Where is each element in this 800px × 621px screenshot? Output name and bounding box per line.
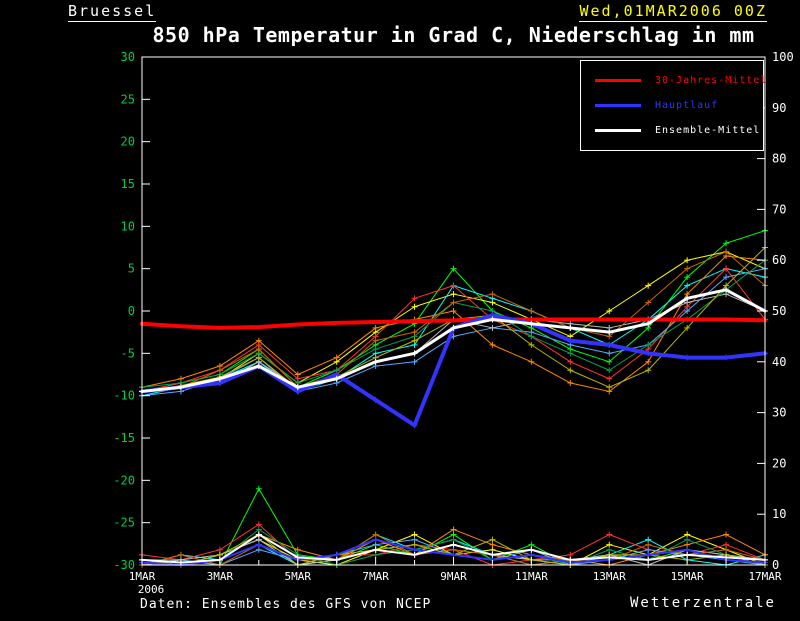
precip-axis-label: 70 [772, 202, 786, 216]
legend-line-swatch [595, 129, 641, 132]
precip-axis-label: 20 [772, 456, 786, 470]
date-axis-label: 15MAR [671, 570, 704, 583]
temp-axis-label: -25 [113, 516, 135, 530]
legend-row-1: Hauptlauf [581, 93, 763, 118]
precip-axis-label: 0 [772, 558, 779, 572]
precip-axis-label: 100 [772, 50, 794, 64]
legend-label: Hauptlauf [655, 100, 719, 111]
precip-axis-label: 50 [772, 304, 786, 318]
date-axis-label: 11MAR [515, 570, 548, 583]
temp-axis-label: -20 [113, 473, 135, 487]
temp-axis-label: 10 [121, 219, 135, 233]
legend-line-swatch [595, 79, 641, 82]
series-line-temp-30-Jahres-Mittel [140, 317, 767, 330]
date-axis-label: 7MAR [362, 570, 389, 583]
precip-axis-label: 40 [772, 355, 786, 369]
temp-axis-label: -5 [121, 346, 135, 360]
legend: 30-Jahres-Mittel Hauptlauf Ensemble-Mittel [580, 60, 766, 151]
date-axis-label: 5MAR [285, 570, 312, 583]
date-axis-label: 13MAR [593, 570, 626, 583]
temp-axis-label: 0 [128, 304, 135, 318]
precip-axis-label: 90 [772, 101, 786, 115]
temp-axis-label: 25 [121, 92, 135, 106]
date-axis-label: 3MAR [207, 570, 234, 583]
precip-axis-label: 80 [772, 152, 786, 166]
date-axis-label: 17MAR [748, 570, 781, 583]
temp-axis-label: 20 [121, 135, 135, 149]
run-datetime: Wed,01MAR2006 00Z [579, 2, 767, 22]
temp-axis-label: -10 [113, 389, 135, 403]
station-name: Bruessel [68, 2, 157, 22]
temp-axis-label: 5 [128, 262, 135, 276]
date-axis-label: 9MAR [440, 570, 467, 583]
precip-axis-label: 60 [772, 253, 786, 267]
legend-label: Ensemble-Mittel [655, 125, 761, 136]
temp-axis-label: -30 [113, 558, 135, 572]
date-axis-label: 1MAR [129, 570, 156, 583]
legend-row-2: Ensemble-Mittel [581, 118, 763, 143]
legend-row-0: 30-Jahres-Mittel [581, 68, 766, 93]
brand-text: Wetterzentrale [629, 595, 776, 611]
chart-title: 850 hPa Temperatur in Grad C, Niederschl… [152, 23, 755, 47]
year-label: 2006 [138, 583, 165, 596]
legend-label: 30-Jahres-Mittel [655, 75, 768, 86]
temp-axis-label: 30 [121, 50, 135, 64]
temp-axis-label: 15 [121, 177, 135, 191]
temp-axis-label: -15 [113, 431, 135, 445]
precip-axis-label: 30 [772, 406, 786, 420]
precip-axis-label: 10 [772, 507, 786, 521]
data-source-text: Daten: Ensembles des GFS von NCEP [140, 597, 432, 612]
legend-line-swatch [595, 104, 641, 107]
